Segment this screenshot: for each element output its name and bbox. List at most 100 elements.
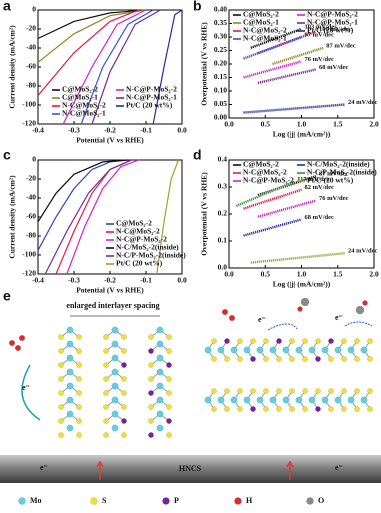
atom [302,356,308,362]
atom-legend-label: H [246,496,253,505]
atom [250,406,256,412]
atom [276,356,282,362]
x-tick-label: 0.0 [177,126,187,135]
atom [166,418,172,424]
atom [103,418,109,424]
y-tick-label: 0 [32,5,36,14]
panel-label: c [3,147,11,163]
legend-label: C@MoS₂-2 [116,219,152,228]
atom [354,406,360,412]
electron-arrow [21,364,41,421]
legend-label: N-C@P-MoS₂-2 [243,176,294,185]
atom [243,346,251,354]
atom [211,388,217,394]
atom [111,368,119,376]
legend-label: Pt/C (20 wt%) [307,26,354,35]
atom [354,356,360,362]
atom [156,326,164,334]
atom [103,334,109,340]
x-tick-label: -0.1 [140,126,152,135]
atom [276,338,282,344]
atom [224,406,230,412]
y-tick-label: -40 [26,43,36,52]
y-tick-label: 0.3 [218,182,228,191]
atom-legend-label: S [102,496,107,505]
y-axis-title: Overpotential (V vs RHE) [200,172,209,256]
atom [276,388,282,394]
atom [217,346,225,354]
atom [103,404,109,410]
atom [250,356,256,362]
atom [308,396,316,404]
atom [103,432,109,438]
x-tick-label: 1.0 [297,120,307,129]
atom [250,338,256,344]
slope-label: 97 mV/dec [305,31,335,38]
atom [263,356,269,362]
atom [66,340,74,348]
atom [211,406,217,412]
legend-label: N-C@P-MoS₂-1 [126,93,177,102]
atom [367,406,373,412]
atom [269,346,277,354]
legend-label: N-C/P-MoS₂-2(inside) [307,168,377,177]
legend-label: N-C/MoS₂-2(inside) [307,160,370,169]
electron-label: e⁻ [335,313,343,322]
atom [90,497,98,505]
slope-label: 82 mV/dec [305,184,335,191]
atom [224,338,230,344]
atom [58,362,64,368]
atom [334,346,342,354]
atom [111,424,119,432]
panel-label: e [3,288,11,304]
atom [230,396,238,404]
x-axis-title: Log (|j| (mA/cm²)) [273,130,331,139]
x-tick-label: 0.0 [224,270,234,279]
y-tick-label: -60 [26,212,36,221]
atom [355,305,365,315]
slope-label: 117 mV/dec [297,176,329,183]
atom-legend-label: O [318,496,324,505]
x-tick-label: -0.4 [32,276,44,285]
atom [367,388,373,394]
atom [228,315,235,322]
electron-label: e⁻ [22,383,30,392]
atom [148,348,154,354]
atom [315,388,321,394]
atom [224,356,230,362]
legend-label: C@MoS₂-1 [62,93,98,102]
tafel-line [250,27,302,49]
y-tick-label: -20 [26,174,36,183]
atom [121,362,127,368]
substrate [0,455,381,483]
atom [121,404,127,410]
x-tick-label: -0.2 [104,126,116,135]
atom [230,346,238,354]
y-tick-label: -80 [26,81,36,90]
atom [321,396,329,404]
atom [237,406,243,412]
slope-label: 76 mV/dec [319,195,349,202]
atom [121,432,127,438]
atom [76,418,82,424]
slope-label: 68 mV/dec [305,214,335,221]
atom [76,432,82,438]
atom [166,404,172,410]
atom [166,362,172,368]
atom [334,396,342,404]
atom [121,348,127,354]
atom [111,410,119,418]
legend-label: N-C@P-MoS₂-1 [307,18,358,27]
atom [256,396,264,404]
atom [66,382,74,390]
lsv-curve [62,9,147,125]
tafel-line [243,188,302,210]
lsv-curve [80,9,154,125]
atom [76,362,82,368]
atom [58,418,64,424]
lsv-curve [91,9,161,125]
atom [341,338,347,344]
atom [256,346,264,354]
atom [295,346,303,354]
